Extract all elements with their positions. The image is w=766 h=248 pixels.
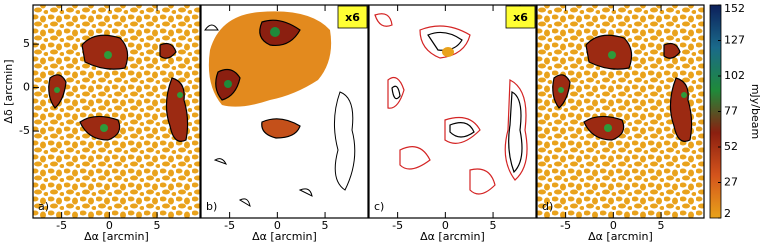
colorbar-tick-label: 2 <box>724 207 731 220</box>
panel-frame <box>368 4 537 219</box>
x-axis-label: Δα [arcmin] <box>420 230 485 243</box>
x-tick-label: -5 <box>392 219 403 232</box>
panel-label: c) <box>374 200 384 213</box>
colorbar-tick-label: 152 <box>724 2 745 15</box>
x-tick-label: 0 <box>442 219 449 232</box>
panel-frame <box>32 4 201 219</box>
colorbar-tick-label: 77 <box>724 105 738 118</box>
badge: x6 <box>513 11 528 24</box>
panel-label: d) <box>542 200 553 213</box>
x-tick-label: 0 <box>106 219 113 232</box>
x-tick-label: 5 <box>658 219 665 232</box>
colorbar-tick-label: 127 <box>724 34 745 47</box>
x-axis-label: Δα [arcmin] <box>588 230 653 243</box>
x-axis-label: Δα [arcmin] <box>84 230 149 243</box>
y-tick-label: -5 <box>19 124 30 137</box>
x-tick-label: -5 <box>224 219 235 232</box>
panel-label: a) <box>38 200 49 213</box>
panel-frame <box>200 4 369 219</box>
badge-box <box>505 5 536 29</box>
y-tick-label: 0 <box>23 81 30 94</box>
x-tick-label: 5 <box>490 219 497 232</box>
badge-box <box>337 5 368 29</box>
map-image <box>204 7 356 208</box>
panel-label: b) <box>206 200 217 213</box>
colorbar-tick-label: 102 <box>724 69 745 82</box>
x-tick-label: -5 <box>56 219 67 232</box>
badge: x6 <box>345 11 360 24</box>
x-tick-label: 5 <box>154 219 161 232</box>
colorbar-label: mJy/beam <box>749 84 762 139</box>
map-image <box>33 5 200 218</box>
colorbar-tick-label: 27 <box>724 176 738 189</box>
map-image <box>374 4 528 195</box>
panel-frame <box>536 4 705 219</box>
x-tick-label: -5 <box>560 219 571 232</box>
colorbar-tick-label: 52 <box>724 140 738 153</box>
y-tick-label: 5 <box>23 37 30 50</box>
y-axis-label: Δδ [arcmin] <box>2 59 15 123</box>
x-tick-label: 0 <box>274 219 281 232</box>
x-tick-label: 5 <box>322 219 329 232</box>
map-image <box>537 5 704 218</box>
x-tick-label: 0 <box>610 219 617 232</box>
x-axis-label: Δα [arcmin] <box>252 230 317 243</box>
